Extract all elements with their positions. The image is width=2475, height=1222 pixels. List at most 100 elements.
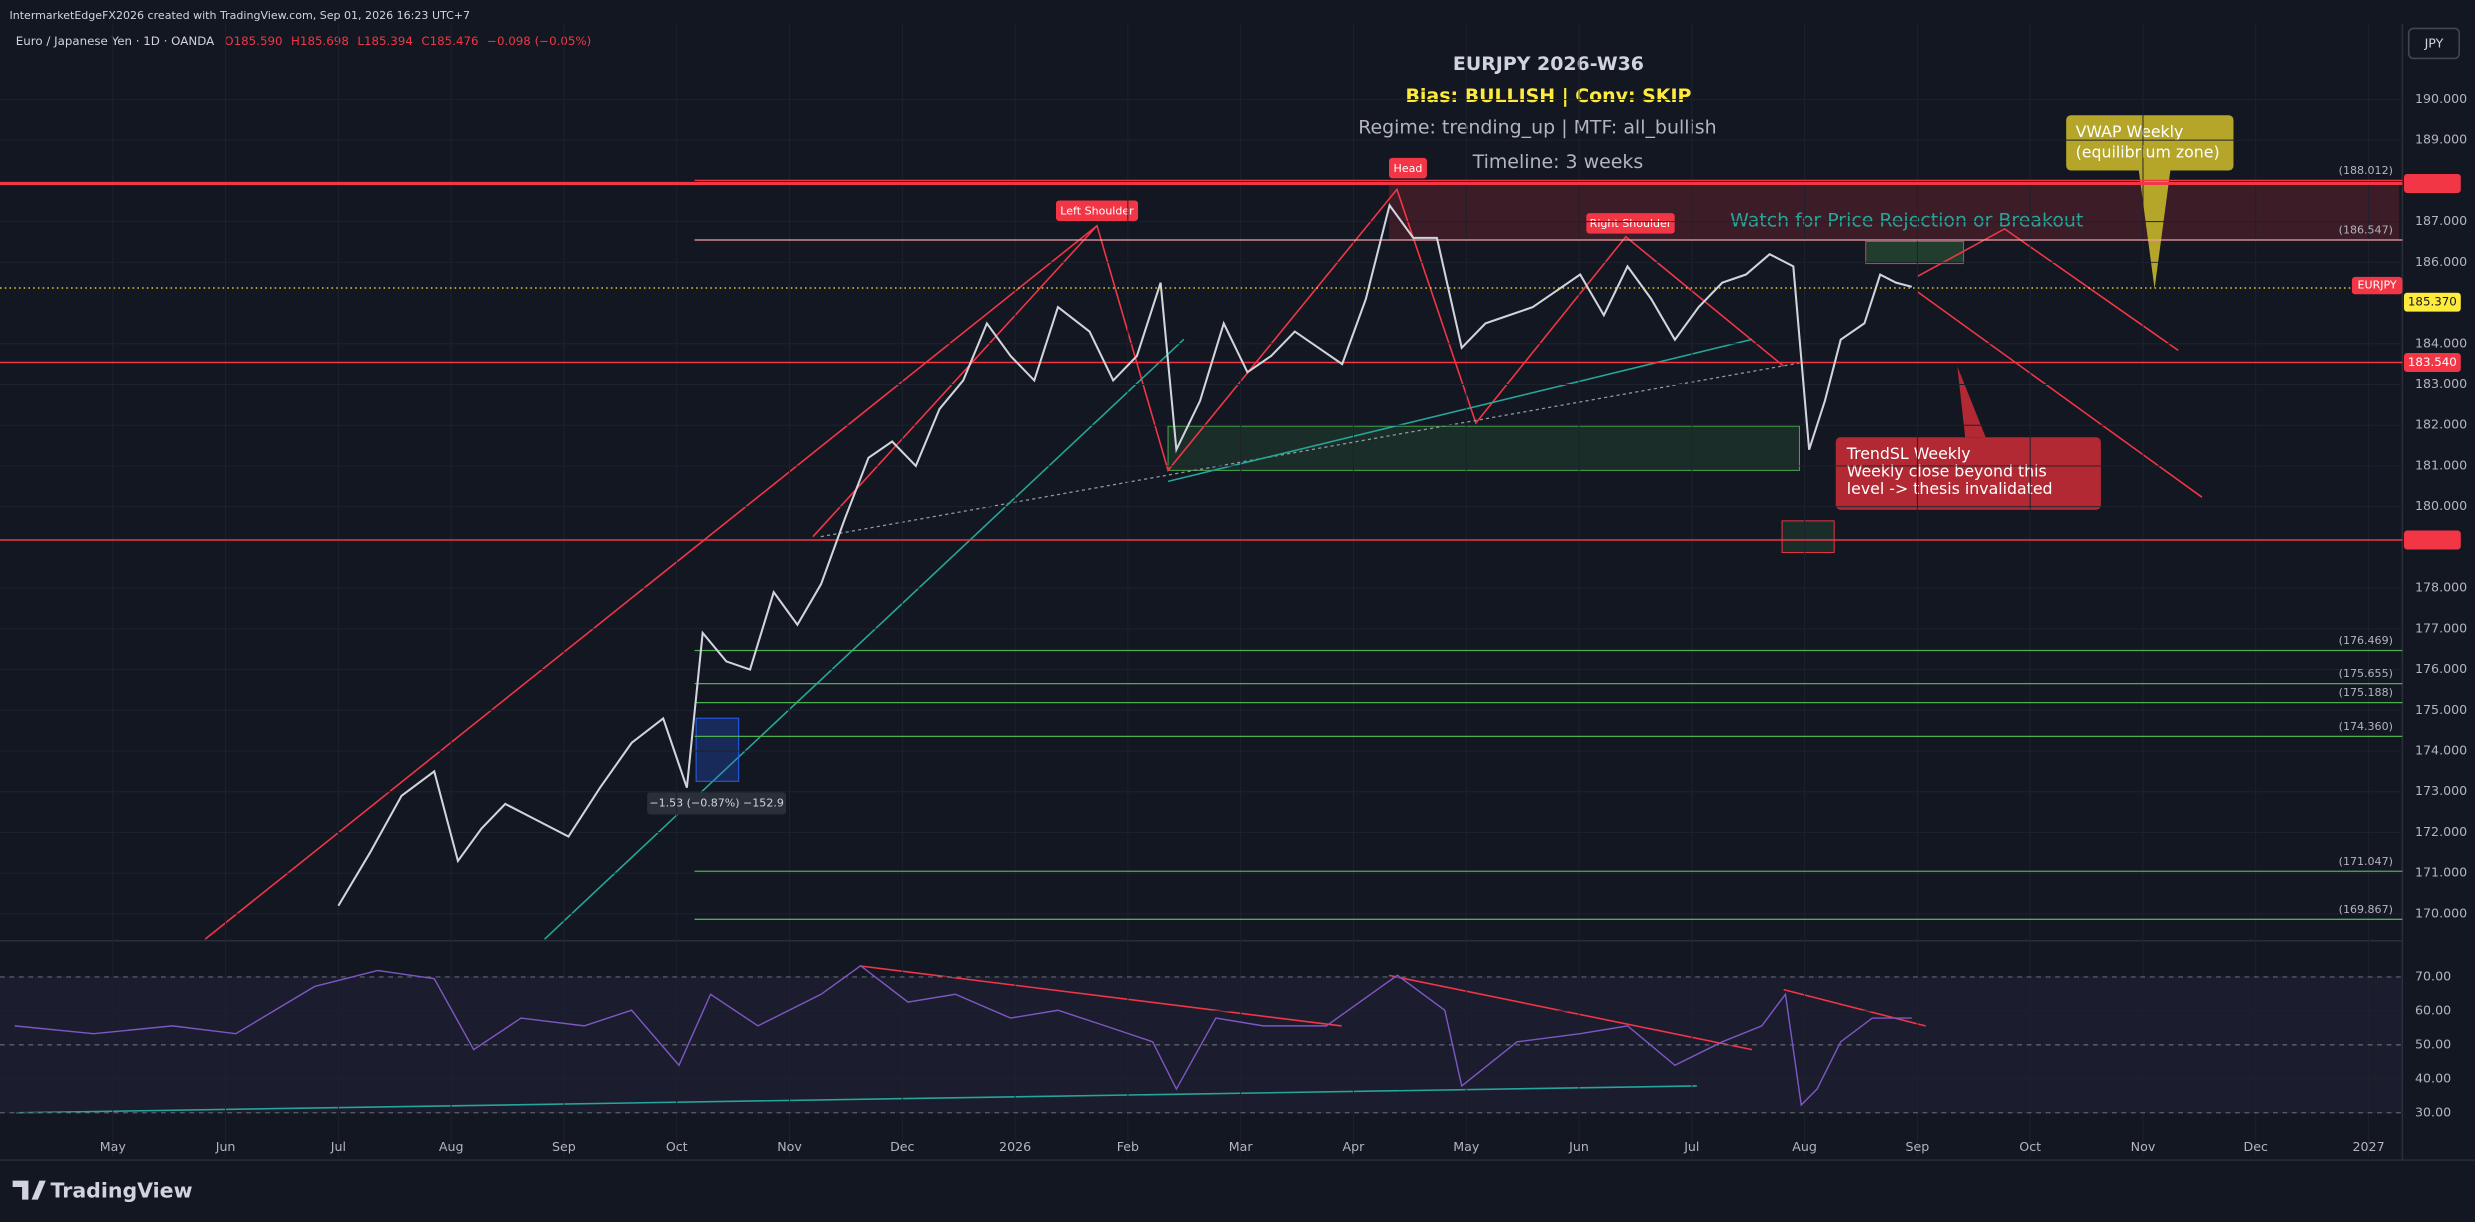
- x-tick-label: Apr: [1343, 1139, 1366, 1154]
- price-line: [337, 202, 1913, 907]
- level-label: (174.360): [2339, 720, 2393, 733]
- label-box: [1586, 213, 1675, 234]
- vwap-note: (equilibrium zone): [2076, 143, 2220, 162]
- symbol: Euro / Japanese Yen · 1D · OANDA O185.59…: [16, 34, 592, 48]
- level-label: (186.547): [2339, 224, 2393, 237]
- x-tick-label: Dec: [2244, 1139, 2268, 1154]
- x-tick-label: Aug: [439, 1139, 464, 1154]
- y-tick-label: 50.00: [2415, 1036, 2451, 1051]
- ohlc-open: O185.590: [224, 34, 282, 48]
- level-label: (175.188): [2339, 686, 2393, 699]
- measure-text: −1.53 (−0.87%) −152.9: [649, 796, 784, 809]
- level-label: (171.047): [2339, 855, 2393, 868]
- forecast-path: [1917, 227, 2179, 352]
- annotation-regime: Regime: trending_up | MTF: all_bullish: [1358, 116, 1716, 138]
- x-tick-label: Mar: [1229, 1139, 1254, 1154]
- level-label: (176.469): [2339, 634, 2393, 647]
- x-tick-label: Aug: [1792, 1139, 1817, 1154]
- neck-zone: [1167, 425, 1800, 471]
- right-shoulder-label: Right Shoulder: [1590, 217, 1672, 230]
- x-tick-label: Feb: [1117, 1139, 1139, 1154]
- y-tick-label: 171.000: [2415, 865, 2467, 880]
- x-tick-label: Jul: [330, 1139, 346, 1154]
- level-tag-label: 183.540: [2408, 355, 2457, 369]
- credit: IntermarketEdgeFX2026 created with Tradi…: [9, 9, 470, 22]
- annotation-timeline: Timeline: 3 weeks: [1472, 151, 1644, 173]
- entry-box: [1865, 241, 1965, 265]
- x-tick-label: Jun: [1568, 1139, 1589, 1154]
- y-tick-label: 183.000: [2415, 376, 2467, 391]
- level-label: (169.867): [2339, 903, 2393, 916]
- x-tick-label: Jun: [215, 1139, 236, 1154]
- x-tick-label: Dec: [890, 1139, 914, 1154]
- forecast-path: [1917, 291, 2203, 498]
- watch-note: Watch for Price Rejection or Breakout: [1730, 209, 2083, 231]
- y-tick-label: 184.000: [2415, 335, 2467, 350]
- logo: TradingView: [12, 1179, 193, 1203]
- y-tick-label: 172.000: [2415, 824, 2467, 839]
- currency-label[interactable]: JPY: [2424, 36, 2444, 51]
- rsi-divergence: [1783, 988, 1926, 1027]
- x-tick-label: Nov: [2131, 1139, 2156, 1154]
- sl-note: level -> thesis invalidated: [1847, 479, 2053, 498]
- logo-text: TradingView: [51, 1179, 193, 1203]
- head-label: Head: [1394, 162, 1423, 175]
- sweep-box: [1781, 520, 1835, 553]
- y-tick-label: 40.00: [2415, 1070, 2451, 1085]
- x-tick-label: Nov: [777, 1139, 802, 1154]
- y-tick-label: 182.000: [2415, 417, 2467, 432]
- measure-box: [695, 717, 740, 782]
- y-tick-label: 30.00: [2415, 1104, 2451, 1119]
- ohlc-high: H185.698: [291, 34, 349, 48]
- rsi-trend: [15, 1085, 1697, 1114]
- currency-button[interactable]: [2407, 27, 2461, 60]
- level-label: (175.655): [2339, 667, 2393, 680]
- x-tick-label: 2027: [2353, 1139, 2385, 1154]
- logo-icon: [12, 1180, 46, 1200]
- y-tick-label: 181.000: [2415, 457, 2467, 472]
- x-tick-label: Oct: [2019, 1139, 2041, 1154]
- y-tick-label: 189.000: [2415, 132, 2467, 147]
- neckline: [820, 362, 1800, 538]
- label-box: [1055, 200, 1139, 221]
- annotation-bias: Bias: BULLISH | Conv: SKIP: [1406, 85, 1692, 107]
- vwap-note: VWAP Weekly: [2076, 122, 2184, 141]
- y-tick-label: 170.000: [2415, 905, 2467, 920]
- annotation-title: EURJPY 2026-W36: [1453, 53, 1644, 75]
- y-tick-label: 177.000: [2415, 620, 2467, 635]
- trend-line: [544, 338, 1185, 940]
- x-tick-label: Sep: [552, 1139, 576, 1154]
- label-box: [1389, 157, 1427, 179]
- rsi-divergence: [860, 965, 1342, 1027]
- sl-callout: [1835, 437, 2101, 510]
- callout-pointer: [2138, 170, 2171, 289]
- last-price-tag: [2403, 292, 2461, 312]
- last-price-label: 185.370: [2408, 295, 2457, 309]
- shoulder-line: [812, 225, 1098, 538]
- head-shoulders: [204, 187, 1785, 940]
- y-tick-label: 190.000: [2415, 91, 2467, 106]
- y-tick-label: 174.000: [2415, 743, 2467, 758]
- x-tick-label: Jul: [1683, 1139, 1699, 1154]
- resistance-zone: [1389, 184, 2400, 240]
- vwap-callout: [2066, 115, 2234, 171]
- ohlc-close: C185.476: [421, 34, 478, 48]
- y-tick-label: 175.000: [2415, 702, 2467, 717]
- rsi-line: [14, 964, 1912, 1107]
- x-tick-label: Oct: [666, 1139, 688, 1154]
- sl-note: Weekly close beyond this: [1847, 461, 2047, 480]
- sl-note: TrendSL Weekly: [1846, 444, 1971, 463]
- y-tick-label: 173.000: [2415, 783, 2467, 798]
- y-tick-label: 180.000: [2415, 498, 2467, 513]
- level-label: (188.012): [2339, 164, 2393, 177]
- x-tick-label: Sep: [1906, 1139, 1930, 1154]
- x-tick-label: 2026: [999, 1139, 1031, 1154]
- left-shoulder-label: Left Shoulder: [1060, 205, 1134, 218]
- drawings: [15, 184, 2400, 1114]
- symbol-name: Euro / Japanese Yen · 1D · OANDA: [16, 34, 214, 48]
- symbol-tag-label: EURJPY: [2358, 279, 2397, 292]
- y-tick-label: 60.00: [2415, 1002, 2451, 1017]
- symbol-tag: [2351, 276, 2403, 295]
